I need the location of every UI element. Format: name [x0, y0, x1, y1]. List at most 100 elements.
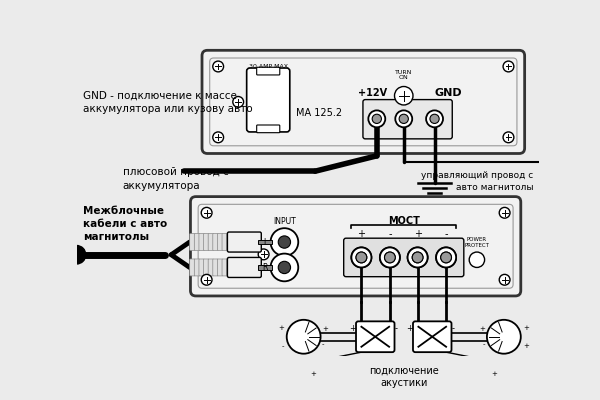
FancyBboxPatch shape — [217, 234, 223, 250]
FancyBboxPatch shape — [190, 197, 521, 296]
FancyBboxPatch shape — [227, 234, 232, 250]
FancyBboxPatch shape — [257, 125, 280, 133]
FancyBboxPatch shape — [190, 234, 195, 250]
Text: L: L — [263, 238, 268, 246]
FancyBboxPatch shape — [199, 259, 205, 276]
FancyBboxPatch shape — [194, 259, 200, 276]
Circle shape — [380, 248, 400, 268]
Circle shape — [430, 114, 439, 124]
FancyBboxPatch shape — [363, 100, 452, 139]
Text: +: + — [349, 324, 356, 333]
FancyBboxPatch shape — [190, 259, 195, 276]
Text: GND - подключение к массе
аккумулятора или кузову авто: GND - подключение к массе аккумулятора и… — [83, 90, 252, 114]
FancyBboxPatch shape — [213, 259, 218, 276]
Circle shape — [278, 236, 290, 248]
Circle shape — [67, 246, 86, 264]
FancyBboxPatch shape — [194, 234, 200, 250]
Text: R: R — [262, 263, 268, 272]
Text: TURN
ON: TURN ON — [395, 70, 412, 80]
FancyBboxPatch shape — [202, 50, 524, 154]
Text: +: + — [413, 229, 422, 239]
Text: -: - — [322, 341, 325, 347]
FancyBboxPatch shape — [344, 238, 464, 277]
Circle shape — [499, 207, 510, 218]
Circle shape — [368, 110, 385, 127]
Text: +: + — [406, 324, 413, 333]
Text: МА 125.2: МА 125.2 — [296, 108, 342, 118]
FancyBboxPatch shape — [356, 321, 395, 352]
Text: -: - — [445, 229, 448, 239]
Circle shape — [407, 248, 428, 268]
Text: +: + — [491, 372, 497, 378]
Circle shape — [287, 320, 320, 354]
Circle shape — [395, 86, 413, 105]
Circle shape — [472, 359, 489, 376]
FancyBboxPatch shape — [213, 234, 218, 250]
FancyBboxPatch shape — [208, 234, 214, 250]
Text: МОСТ: МОСТ — [388, 216, 419, 226]
Text: POWER
PROTECT: POWER PROTECT — [464, 237, 490, 248]
Circle shape — [503, 132, 514, 143]
Circle shape — [487, 320, 521, 354]
Circle shape — [271, 228, 298, 256]
Circle shape — [385, 252, 395, 263]
Circle shape — [436, 248, 456, 268]
FancyBboxPatch shape — [198, 204, 513, 288]
FancyBboxPatch shape — [227, 259, 232, 276]
Text: +: + — [278, 324, 284, 330]
Bar — [258, 240, 272, 244]
Circle shape — [412, 252, 423, 263]
Circle shape — [201, 207, 212, 218]
Text: 30 AMP MAX: 30 AMP MAX — [249, 64, 288, 69]
Circle shape — [352, 248, 371, 268]
FancyBboxPatch shape — [413, 321, 451, 352]
Text: +: + — [479, 326, 485, 332]
Circle shape — [233, 96, 244, 107]
Circle shape — [352, 248, 371, 268]
FancyBboxPatch shape — [203, 259, 209, 276]
Circle shape — [399, 114, 409, 124]
Circle shape — [395, 110, 412, 127]
Circle shape — [356, 252, 367, 263]
Circle shape — [213, 132, 224, 143]
Text: плюсовой провод с
аккумулятора: плюсовой провод с аккумулятора — [123, 167, 229, 191]
Circle shape — [213, 61, 224, 72]
FancyBboxPatch shape — [247, 68, 290, 132]
Circle shape — [271, 254, 298, 281]
Text: -: - — [395, 324, 398, 333]
Text: подключение
акустики: подключение акустики — [369, 365, 439, 388]
Text: -: - — [483, 341, 485, 347]
FancyBboxPatch shape — [217, 259, 223, 276]
Text: -: - — [451, 324, 454, 333]
FancyBboxPatch shape — [208, 259, 214, 276]
Circle shape — [426, 110, 443, 127]
Circle shape — [385, 252, 395, 263]
Circle shape — [356, 252, 367, 263]
Circle shape — [441, 252, 451, 263]
Text: INPUT: INPUT — [273, 218, 296, 226]
Circle shape — [503, 61, 514, 72]
FancyBboxPatch shape — [222, 259, 227, 276]
FancyBboxPatch shape — [222, 234, 227, 250]
Circle shape — [412, 252, 423, 263]
FancyBboxPatch shape — [203, 234, 209, 250]
Circle shape — [441, 252, 451, 263]
Text: +: + — [322, 326, 328, 332]
Text: GND: GND — [434, 88, 462, 98]
Text: +: + — [523, 343, 529, 349]
Circle shape — [323, 364, 331, 371]
FancyBboxPatch shape — [210, 58, 517, 146]
Circle shape — [318, 359, 335, 376]
Text: +: + — [310, 372, 316, 378]
Circle shape — [372, 114, 382, 124]
Circle shape — [469, 252, 485, 268]
Text: +: + — [358, 229, 365, 239]
Circle shape — [201, 274, 212, 285]
Text: управляющий провод с
авто магнитолы: управляющий провод с авто магнитолы — [421, 171, 533, 192]
Circle shape — [477, 364, 485, 371]
Text: +: + — [523, 324, 529, 330]
FancyBboxPatch shape — [227, 258, 262, 278]
Circle shape — [258, 249, 269, 260]
FancyBboxPatch shape — [257, 67, 280, 75]
Circle shape — [499, 274, 510, 285]
